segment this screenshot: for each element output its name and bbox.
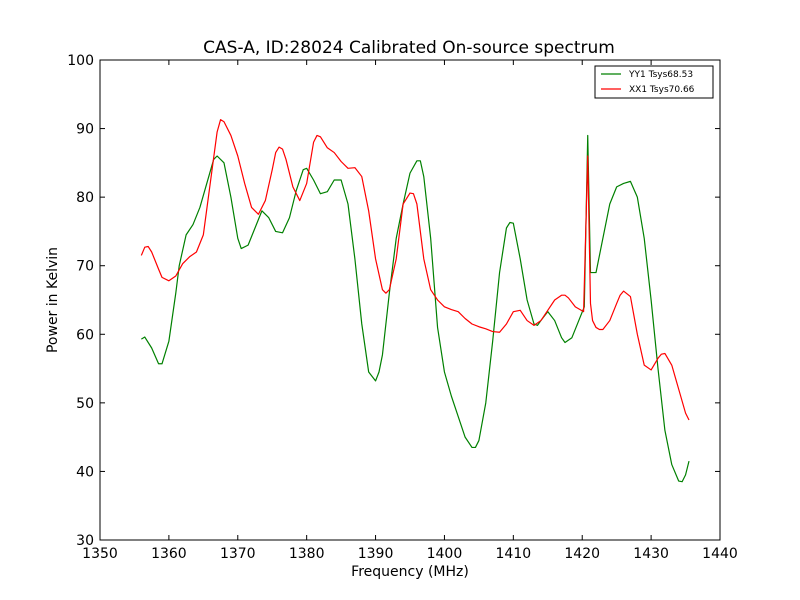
y-tick-label: 60 <box>76 327 94 343</box>
y-tick-label: 30 <box>76 533 94 549</box>
plot-frame <box>99 59 721 541</box>
x-tick-label: 1420 <box>564 546 600 562</box>
y-axis: 30 40 50 60 70 80 90 100 <box>67 53 720 549</box>
y-tick-label: 40 <box>76 464 94 480</box>
y-tick-label: 70 <box>76 259 94 275</box>
series-layer <box>140 119 690 483</box>
y-tick-label: 100 <box>67 53 94 69</box>
legend-box <box>594 65 714 99</box>
legend: YY1 Tsys68.53 XX1 Tsys70.66 <box>594 65 714 99</box>
legend-label-1: YY1 Tsys68.53 <box>628 70 693 80</box>
series-line-2 <box>140 119 690 421</box>
chart-title: CAS-A, ID:28024 Calibrated On-source spe… <box>203 38 615 58</box>
x-tick-label: 1430 <box>633 546 669 562</box>
x-axis: 1350 1360 1370 1380 1390 1400 1410 1420 1430 1440 <box>82 60 738 562</box>
y-axis-label: Power in Kelvin <box>45 247 61 353</box>
x-tick-label: 1370 <box>220 546 256 562</box>
x-tick-label: 1400 <box>427 546 463 562</box>
y-tick-label: 90 <box>76 122 94 138</box>
series-line-1 <box>141 134 690 483</box>
x-tick-label: 1360 <box>151 546 187 562</box>
x-axis-label: Frequency (MHz) <box>351 564 469 580</box>
plot-area <box>100 60 720 540</box>
x-tick-label: 1380 <box>289 546 325 562</box>
x-tick-label: 1390 <box>358 546 394 562</box>
y-tick-label: 80 <box>76 190 94 206</box>
x-tick-label: 1410 <box>496 546 532 562</box>
y-tick-label: 50 <box>76 396 94 412</box>
x-tick-label: 1440 <box>702 546 738 562</box>
legend-label-2: XX1 Tsys70.66 <box>629 85 695 95</box>
x-tick-label: 1350 <box>82 546 118 562</box>
